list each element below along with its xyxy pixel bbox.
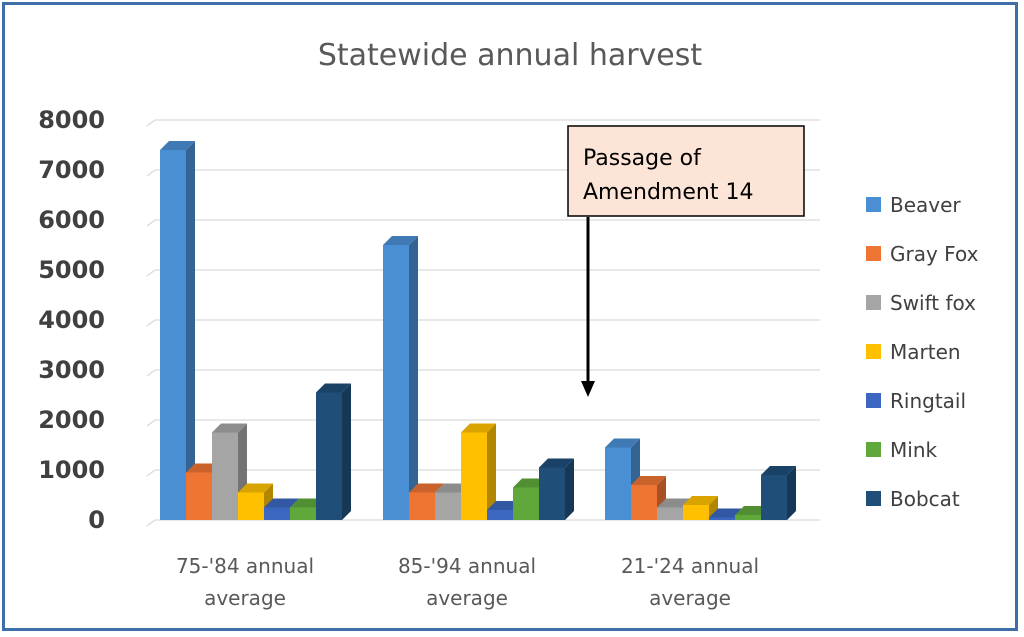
y-tick-label: 8000 — [38, 106, 105, 134]
bars — [160, 141, 796, 520]
bar-top — [631, 476, 666, 485]
y-tick-label: 5000 — [38, 256, 105, 284]
bar-front — [683, 505, 709, 520]
bar-top — [383, 236, 418, 245]
bar-front — [212, 432, 238, 520]
y-axis: 0 1000 2000 3000 4000 5000 6000 7000 8000 — [38, 106, 105, 534]
bar-side — [186, 141, 195, 520]
bar-top — [683, 496, 718, 505]
gridline-depth — [146, 169, 156, 177]
bar-side — [709, 496, 718, 520]
gridline-depth — [146, 219, 156, 227]
bar-front — [657, 507, 683, 520]
bar — [761, 466, 796, 520]
bar-top — [212, 423, 247, 433]
bar-front — [290, 507, 316, 520]
annotation-line-2: Amendment 14 — [583, 180, 753, 205]
x-axis: 75-'84 annual average 85-'94 annual average… — [176, 554, 759, 610]
y-tick-label: 4000 — [38, 306, 105, 334]
bar-top — [264, 498, 299, 508]
gridline-depth — [146, 319, 156, 327]
bar-side — [787, 466, 796, 520]
annotation-arrow-head — [581, 381, 595, 397]
bar-top — [761, 466, 796, 475]
bar — [316, 383, 351, 520]
annotation: Passage of Amendment 14 — [567, 125, 805, 397]
legend-swatch — [866, 295, 881, 310]
bar-front — [539, 467, 565, 520]
legend-label: Beaver — [890, 193, 961, 217]
bar-front — [461, 432, 487, 520]
legend-label: Marten — [890, 340, 961, 364]
bar-front — [264, 507, 290, 520]
bar-top — [539, 458, 574, 468]
y-tick-label: 0 — [88, 506, 105, 534]
bar — [631, 476, 666, 520]
y-tick-label: 1000 — [38, 456, 105, 484]
gridline-depth — [146, 469, 156, 477]
x-tick-label: 85-'94 annual — [398, 554, 536, 578]
legend-swatch — [866, 491, 881, 506]
bar-front — [513, 487, 539, 520]
legend-swatch — [866, 246, 881, 261]
x-tick-label: average — [649, 586, 731, 610]
bar-front — [435, 492, 461, 520]
bar — [539, 458, 574, 520]
x-tick-label: 21-'24 annual — [621, 554, 759, 578]
y-tick-label: 7000 — [38, 156, 105, 184]
bar-top — [160, 141, 195, 150]
bar-front — [238, 492, 264, 520]
bar-top — [316, 383, 351, 393]
legend-swatch — [866, 393, 881, 408]
bar-side — [342, 383, 351, 520]
x-tick-label: average — [426, 586, 508, 610]
legend-label: Gray Fox — [890, 242, 979, 266]
bar-front — [761, 475, 787, 520]
x-tick-label: average — [204, 586, 286, 610]
legend: Beaver Gray Fox Swift fox Marten Ringtail Min… — [866, 193, 979, 511]
legend-label: Ringtail — [890, 389, 966, 413]
y-tick-label: 3000 — [38, 356, 105, 384]
bar-front — [709, 517, 735, 520]
bar-front — [409, 492, 435, 520]
bar-front — [631, 485, 657, 520]
y-tick-label: 6000 — [38, 206, 105, 234]
legend-label: Swift fox — [890, 291, 976, 315]
gridline-depth — [146, 419, 156, 427]
bar-top — [409, 483, 444, 493]
bar-front — [487, 510, 513, 520]
bar-top — [461, 423, 496, 433]
bar-side — [409, 236, 418, 520]
bar-top — [605, 438, 640, 448]
bar-side — [565, 458, 574, 520]
bar — [160, 141, 195, 520]
y-tick-label: 2000 — [38, 406, 105, 434]
gridline-depth — [146, 369, 156, 377]
bar-side — [487, 423, 496, 520]
gridline-depth — [146, 119, 156, 127]
chart-title: Statewide annual harvest — [318, 38, 703, 73]
bar-top — [238, 483, 273, 493]
annotation-line-1: Passage of — [583, 146, 702, 171]
legend-swatch — [866, 442, 881, 457]
bar — [383, 236, 418, 520]
x-tick-label: 75-'84 annual — [176, 554, 314, 578]
bar-front — [316, 392, 342, 520]
legend-swatch — [866, 197, 881, 212]
gridline-depth — [146, 269, 156, 277]
legend-label: Mink — [890, 438, 937, 462]
bar-front — [186, 472, 212, 520]
bar-front — [735, 515, 761, 520]
chart-frame: Statewide annual harvest 0 1000 2000 3000 40… — [2, 2, 1018, 631]
legend-swatch — [866, 344, 881, 359]
bar-front — [605, 447, 631, 520]
gridline-depth — [146, 519, 156, 527]
bar — [461, 423, 496, 520]
annotation-box — [567, 125, 805, 217]
bar — [683, 496, 718, 520]
bar-front — [160, 150, 186, 520]
bar-chart: Statewide annual harvest 0 1000 2000 3000 40… — [38, 38, 979, 610]
legend-label: Bobcat — [890, 487, 960, 511]
bar-front — [383, 245, 409, 520]
